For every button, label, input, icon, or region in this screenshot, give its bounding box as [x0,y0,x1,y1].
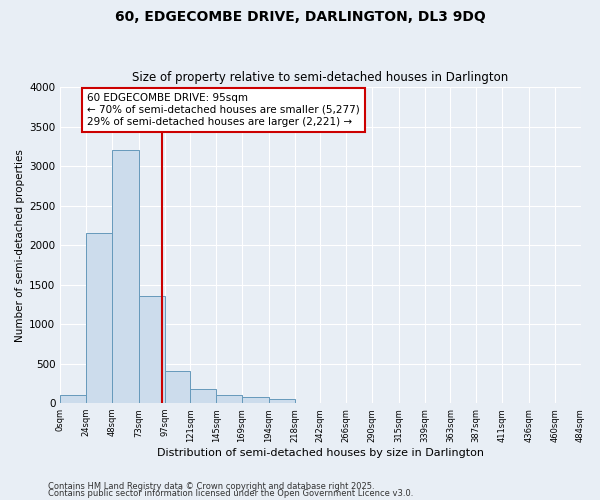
Y-axis label: Number of semi-detached properties: Number of semi-detached properties [15,148,25,342]
Bar [139,296,164,403]
Bar [242,397,269,403]
Text: 60 EDGECOMBE DRIVE: 95sqm
← 70% of semi-detached houses are smaller (5,277)
29% : 60 EDGECOMBE DRIVE: 95sqm ← 70% of semi-… [87,94,360,126]
Bar [216,395,242,403]
Bar [269,399,295,403]
Bar [86,233,112,403]
Title: Size of property relative to semi-detached houses in Darlington: Size of property relative to semi-detach… [132,72,509,85]
X-axis label: Distribution of semi-detached houses by size in Darlington: Distribution of semi-detached houses by … [157,448,484,458]
Text: 60, EDGECOMBE DRIVE, DARLINGTON, DL3 9DQ: 60, EDGECOMBE DRIVE, DARLINGTON, DL3 9DQ [115,10,485,24]
Bar [60,395,86,403]
Bar [112,150,139,403]
Text: Contains public sector information licensed under the Open Government Licence v3: Contains public sector information licen… [48,490,413,498]
Bar [190,390,216,403]
Bar [164,372,190,403]
Text: Contains HM Land Registry data © Crown copyright and database right 2025.: Contains HM Land Registry data © Crown c… [48,482,374,491]
